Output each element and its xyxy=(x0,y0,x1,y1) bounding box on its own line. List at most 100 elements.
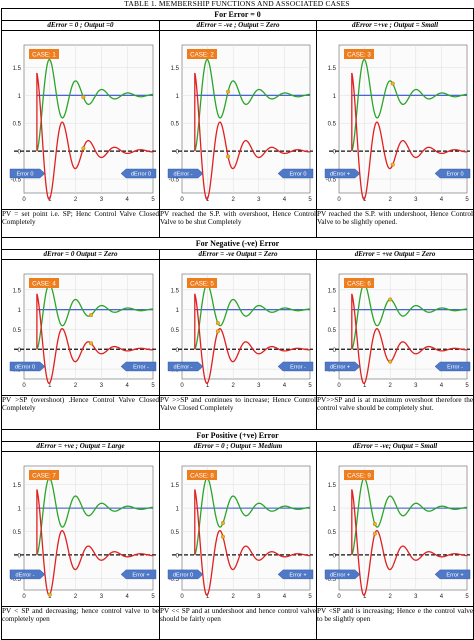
indicator-tag-label: dError - xyxy=(174,364,193,370)
column-header: dError =+ve ; Output = Small xyxy=(315,20,474,31)
y-tick-label: 0.5 xyxy=(328,530,337,536)
case-label-box xyxy=(344,470,375,480)
case-label: CASE: 9 xyxy=(347,472,371,479)
y-tick-label: 0 xyxy=(333,348,337,354)
indicator-tag-label: dError 0 xyxy=(131,171,151,177)
y-tick-label: 0 xyxy=(176,553,180,559)
x-tick-label: 3 xyxy=(257,197,261,203)
y-tick-label: -0.5 xyxy=(11,577,22,583)
case-description: PV>>SP and is at maximum overshoot there… xyxy=(315,395,474,430)
indicator-tag-label: Error - xyxy=(447,364,463,370)
y-tick-label: 0.5 xyxy=(171,530,180,536)
plot-frame xyxy=(23,44,154,194)
pv-response-curve xyxy=(194,58,311,152)
error-marker xyxy=(81,146,86,151)
y-tick-label: 1.5 xyxy=(171,66,180,72)
indicator-tag xyxy=(277,168,314,179)
x-tick-label: 4 xyxy=(440,594,444,600)
y-tick-label: 1 xyxy=(176,94,180,100)
indicator-tag-label: Error 0 xyxy=(446,171,463,177)
y-tick-label: 1.5 xyxy=(328,483,337,489)
table-caption: TABLE 1. MEMBERSHIP FUNCTIONS AND ASSOCI… xyxy=(124,0,350,8)
y-tick-label: 0 xyxy=(176,150,180,156)
indicator-tag xyxy=(120,569,157,580)
y-tick-label: 0 xyxy=(18,150,22,156)
indicator-tag-label: dError 0 xyxy=(15,364,35,370)
pv-response-curve xyxy=(36,58,154,152)
x-tick-label: 0 xyxy=(180,383,184,389)
x-tick-label: 4 xyxy=(126,594,130,600)
indicator-tag xyxy=(434,168,471,179)
pv-response-curve xyxy=(36,477,154,556)
indicator-tag-label: Error - xyxy=(133,364,149,370)
pv-response-curve xyxy=(36,283,154,350)
response-plot: 1.5 1 0.5 0 -0.5 0 1 2 3 4 5 CASE: 2 dError - Error 0 xyxy=(167,44,314,203)
y-tick-label: 0.5 xyxy=(13,530,22,536)
x-tick-label: 2 xyxy=(232,594,236,600)
y-tick-label: 1 xyxy=(176,308,180,314)
case-label-box xyxy=(187,278,217,288)
indicator-tag-label: dError - xyxy=(174,171,193,177)
pv-marker xyxy=(390,81,395,86)
indicator-tag-label: dError + xyxy=(330,364,350,370)
x-tick-label: 0 xyxy=(337,594,341,600)
x-tick-label: 3 xyxy=(100,383,104,389)
pv-response-curve xyxy=(194,283,311,350)
x-tick-label: 0 xyxy=(337,383,341,389)
plot-cell: 1.5 1 0.5 0 -0.5 0 1 2 3 4 5 CASE: 7 dError - Error + xyxy=(1,451,160,607)
y-tick-label: 0 xyxy=(333,150,337,156)
error-curve xyxy=(36,489,154,596)
case-label-box xyxy=(187,470,217,480)
x-tick-label: 4 xyxy=(283,383,287,389)
plot-cell: 1.5 1 0.5 0 -0.5 0 1 2 3 4 5 CASE: 3 dError + Error 0 xyxy=(315,30,474,210)
indicator-tag-label: Error + xyxy=(132,572,149,578)
x-tick-label: 5 xyxy=(465,594,469,600)
case-label: CASE: 6 xyxy=(347,280,371,287)
x-tick-label: 4 xyxy=(440,383,444,389)
x-tick-label: 3 xyxy=(414,594,418,600)
x-tick-label: 3 xyxy=(414,197,418,203)
plot-frame xyxy=(23,465,154,591)
error-marker xyxy=(372,531,377,536)
x-tick-label: 5 xyxy=(465,383,469,389)
case-label: CASE: 5 xyxy=(190,280,214,287)
y-tick-label: -0.5 xyxy=(326,577,337,583)
x-tick-label: 5 xyxy=(151,594,155,600)
column-header: dError = -ve Output = Zero xyxy=(159,249,317,260)
y-tick-label: 0.5 xyxy=(328,122,337,128)
y-tick-label: 0 xyxy=(176,348,180,354)
y-tick-label: -0.5 xyxy=(11,178,22,184)
x-tick-label: 3 xyxy=(100,197,104,203)
indicator-tag-label: dError + xyxy=(330,171,350,177)
case-description: PV reached the S.P. with undershoot, Hen… xyxy=(315,209,474,238)
y-tick-label: 0 xyxy=(18,553,22,559)
y-tick-label: -0.5 xyxy=(326,178,337,184)
x-tick-label: 5 xyxy=(151,383,155,389)
response-plot: 1.5 1 0.5 0 -0.5 0 1 2 3 4 5 CASE: 1 Error 0 dError 0 xyxy=(9,44,157,203)
y-tick-label: 0 xyxy=(333,553,337,559)
case-label-box xyxy=(29,49,59,59)
response-plot: 1.5 1 0.5 0 -0.5 0 1 2 3 4 5 CASE: 8 dError 0 Error + xyxy=(167,465,314,600)
pv-response-curve xyxy=(351,283,468,350)
x-tick-label: 3 xyxy=(100,594,104,600)
case-label: CASE: 1 xyxy=(32,51,56,58)
plot-cell: 1.5 1 0.5 0 -0.5 0 1 2 3 4 5 CASE: 9 dError + Error + xyxy=(315,451,474,607)
x-tick-label: 2 xyxy=(232,383,236,389)
y-tick-label: 0.5 xyxy=(171,328,180,334)
indicator-tag xyxy=(324,168,361,179)
column-header: dError = 0 ; Output =0 xyxy=(1,20,160,31)
column-header: dError = -ve ; Output = Zero xyxy=(159,20,317,31)
x-tick-label: 3 xyxy=(414,383,418,389)
plot-cell: 1.5 1 0.5 0 -0.5 0 1 2 3 4 5 CASE: 8 dError 0 Error + xyxy=(159,451,317,607)
y-tick-label: 0 xyxy=(18,348,22,354)
x-tick-label: 4 xyxy=(126,383,130,389)
x-tick-label: 2 xyxy=(74,594,78,600)
plot-frame xyxy=(181,465,311,591)
y-tick-label: 1 xyxy=(333,94,337,100)
x-tick-label: 3 xyxy=(257,594,261,600)
indicator-tag xyxy=(434,361,471,372)
